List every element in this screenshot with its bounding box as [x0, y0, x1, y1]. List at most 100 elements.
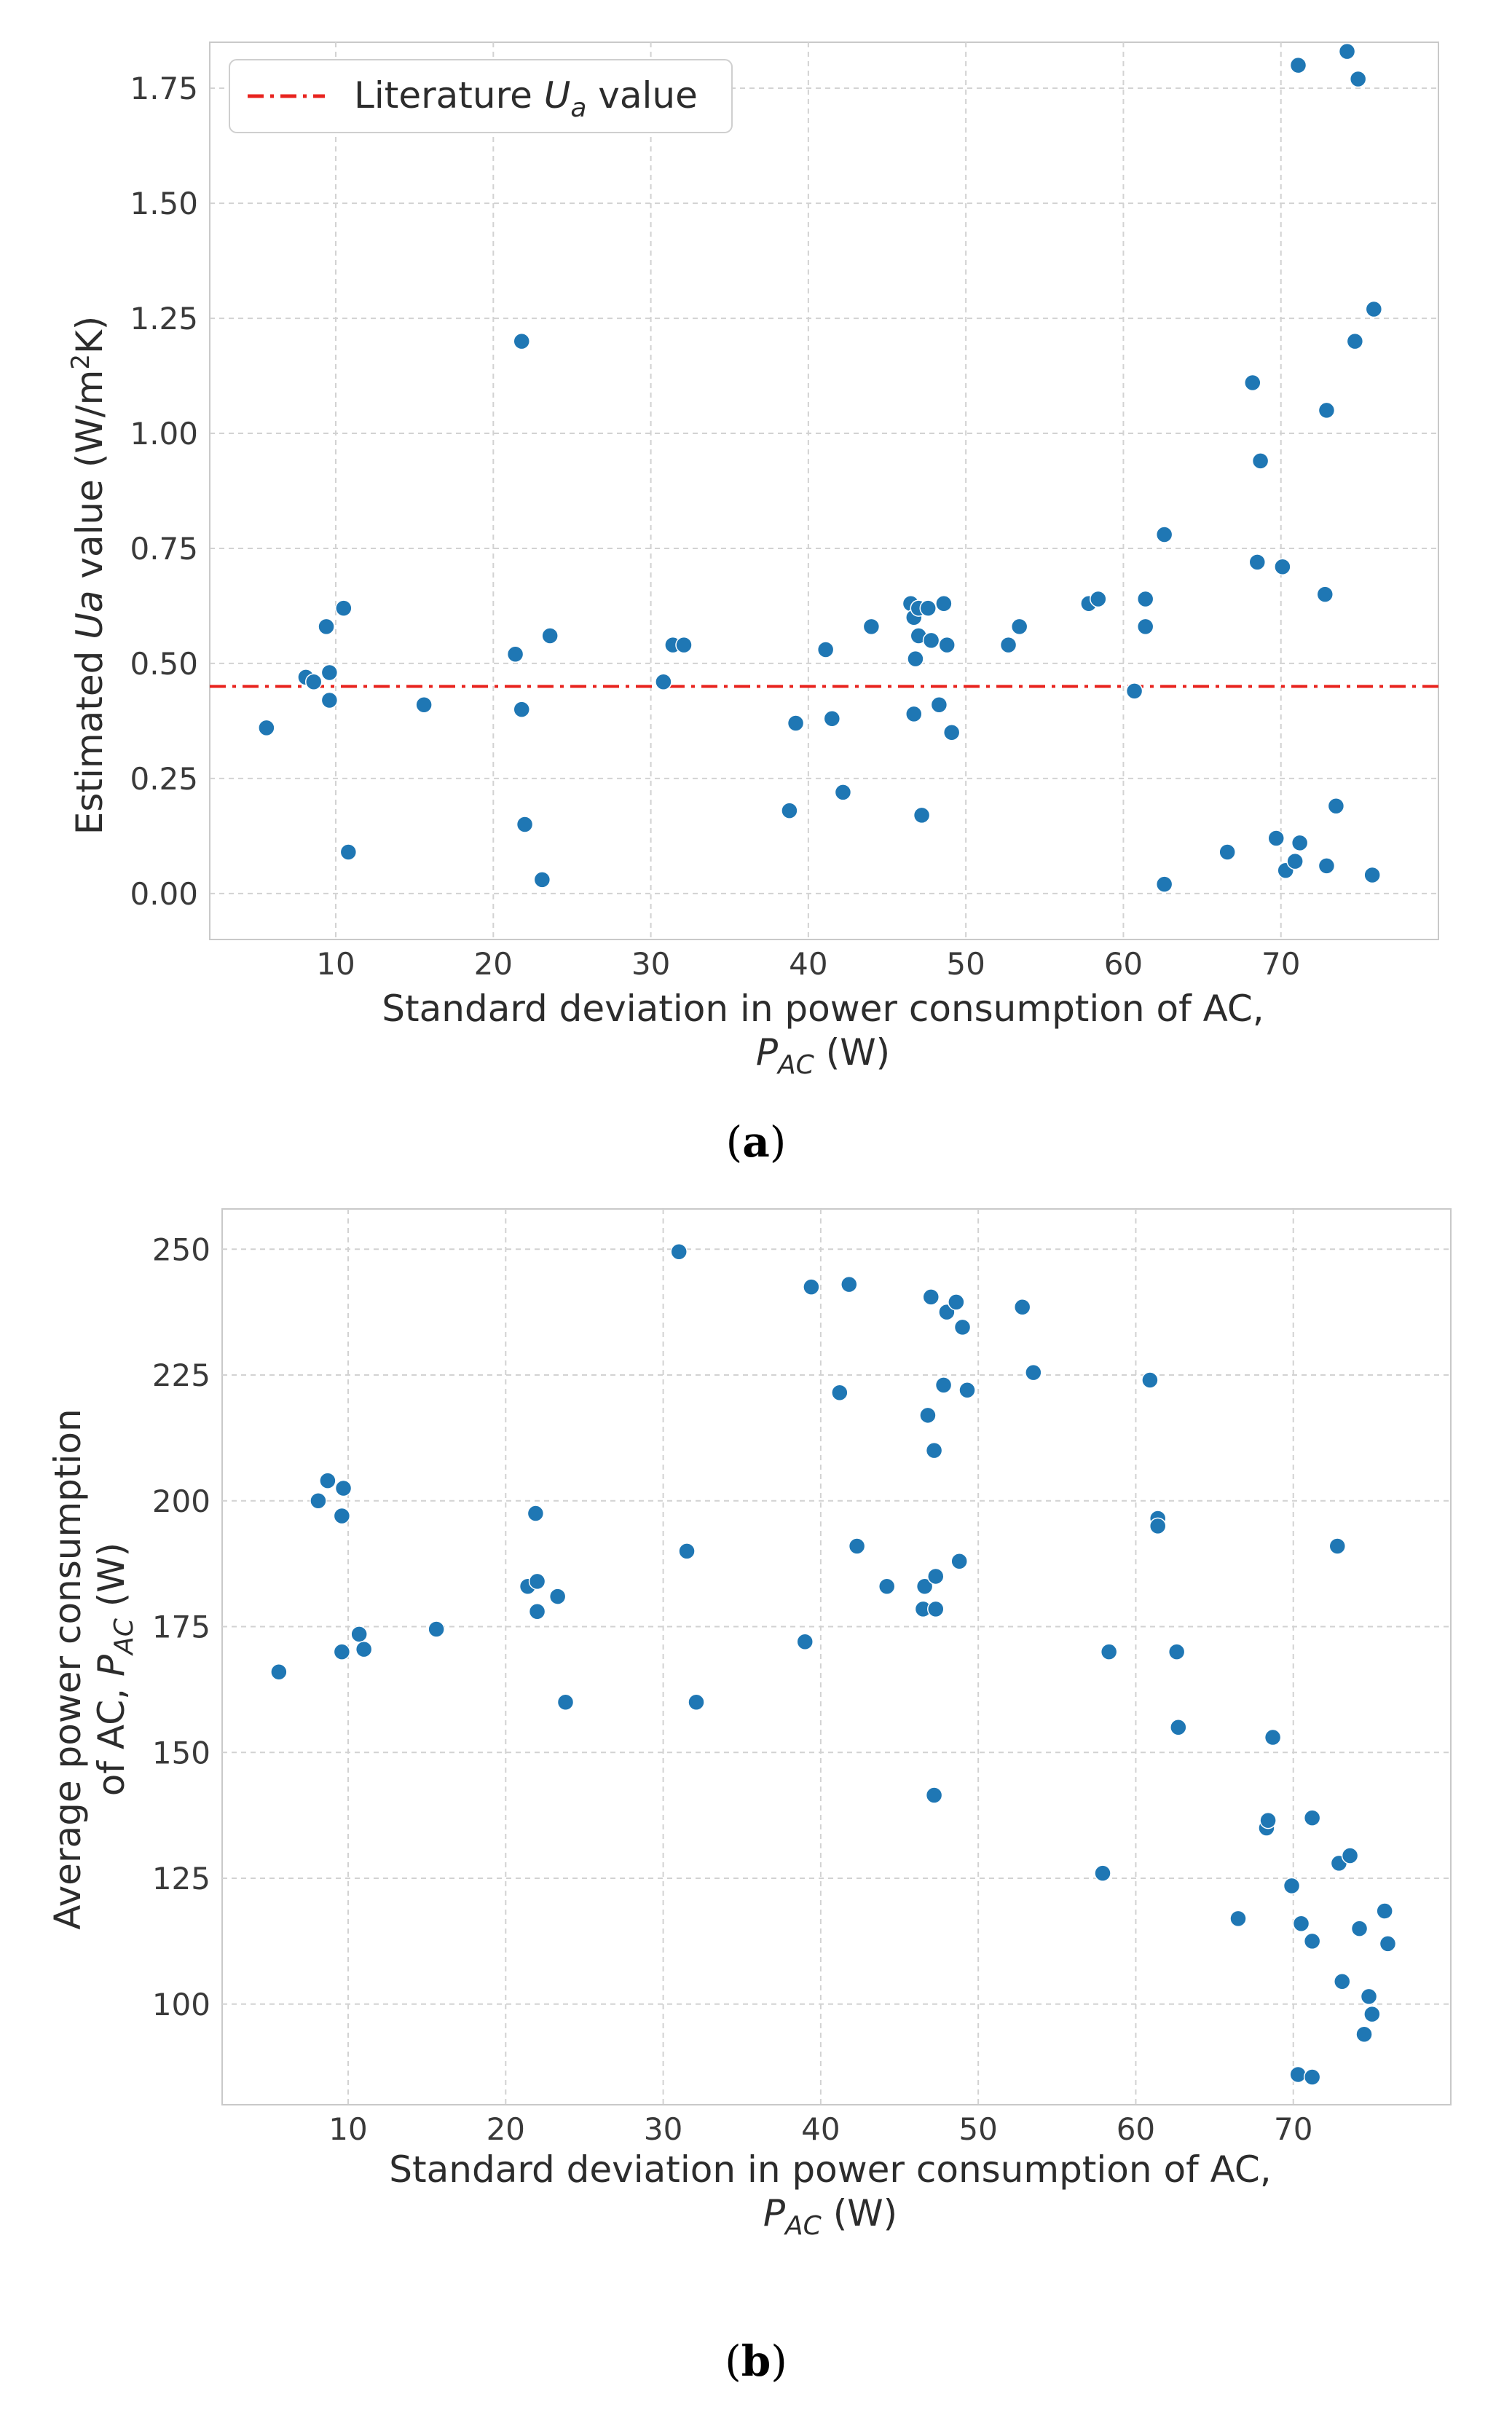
scatter-point: [919, 599, 937, 617]
x-axis-label-b: Standard deviation in power consumption …: [389, 2148, 1271, 2191]
y-tick-label: 0.00: [130, 876, 198, 912]
scatter-point: [1025, 1363, 1042, 1382]
scatter-point: [1094, 1864, 1111, 1882]
scatter-point: [556, 1693, 575, 1711]
scatter-point: [513, 701, 530, 718]
y-tick-label: 100: [152, 1987, 210, 2022]
scatter-point: [1149, 1517, 1167, 1535]
scatter-point: [318, 618, 335, 636]
scatter-point: [320, 691, 339, 709]
scatter-point: [948, 1293, 965, 1311]
x-tick-label: 30: [631, 946, 670, 982]
legend-label: Literature Ua value: [354, 74, 698, 123]
scatter-point: [1376, 1902, 1393, 1920]
scatter-point: [1289, 56, 1307, 74]
scatter-point: [1349, 70, 1367, 88]
scatter-point: [848, 1537, 866, 1555]
y-tick-label: 0.50: [130, 646, 198, 682]
scatter-point: [333, 1643, 351, 1660]
scatter-point: [1136, 590, 1154, 608]
panel-a: 10 20 30 40 50 60 70 0.00 0.25 0.50 0.75 1.00 1.25 1…: [66, 42, 1439, 1167]
plot-area-b: [221, 1208, 1452, 2105]
y-axis-label-b-line2: of AC, PAC (W): [90, 1543, 139, 1796]
scatter-point: [1355, 2025, 1373, 2044]
scatter-point: [1274, 558, 1291, 575]
scatter-point: [953, 1318, 972, 1336]
x-tick-label: 60: [1104, 946, 1143, 982]
scatter-point: [1251, 452, 1269, 470]
scatter-point: [1013, 1298, 1031, 1316]
y-label-sup-a: 2: [66, 354, 95, 370]
scatter-point: [1291, 834, 1309, 852]
y-tick-labels-b: 100 125 150 175 200 225 250: [152, 1232, 210, 2022]
scatter-point: [1327, 797, 1345, 815]
scatter-point: [1303, 2068, 1321, 2086]
scatter-point: [1334, 1972, 1351, 1990]
legend-label-subscript: a: [570, 93, 586, 123]
y-tick-label: 1.50: [130, 186, 198, 221]
scatter-point: [1346, 332, 1364, 350]
x-label-unit-a: (W): [826, 1031, 890, 1073]
scatter-point: [1292, 1915, 1310, 1932]
scatter-point: [840, 1275, 858, 1293]
scatter-point: [655, 673, 672, 690]
y-tick-label: 225: [152, 1358, 210, 1393]
legend-label-symbol: U: [544, 74, 571, 117]
y-tick-label: 0.75: [130, 531, 198, 567]
legend-box: [229, 59, 733, 133]
legend-a: Literature Ua value: [229, 59, 733, 133]
scatter-point: [927, 1567, 945, 1585]
scatter-point: [670, 1242, 688, 1261]
scatter-point: [1303, 1809, 1321, 1827]
y-tick-labels-a: 0.00 0.25 0.50 0.75 1.00 1.25 1.50 1.75: [130, 71, 198, 912]
y-axis-label-b: Average power consumption: [47, 1409, 89, 1929]
scatter-point: [548, 1588, 567, 1605]
y-tick-label: 250: [152, 1232, 210, 1267]
scatter-point: [1360, 1987, 1378, 2006]
scatter-point: [527, 1505, 545, 1522]
y-label-unit-b: (W): [90, 1543, 133, 1618]
scatter-point: [878, 1577, 896, 1596]
scatter-point: [907, 650, 924, 668]
x-tick-label: 50: [946, 946, 985, 982]
scatter-point: [999, 636, 1017, 654]
scatter-point: [339, 843, 358, 861]
scatter-point: [506, 645, 524, 663]
scatter-point: [258, 719, 275, 737]
scatter-point: [935, 595, 953, 612]
scatter-point: [415, 696, 433, 714]
scatter-point: [922, 1288, 940, 1306]
panel-label-b: (b): [725, 2336, 787, 2386]
scatter-point: [781, 802, 798, 819]
y-tick-label: 125: [152, 1861, 210, 1896]
scatter-point: [925, 1786, 943, 1804]
scatter-point: [950, 1552, 968, 1570]
scatter-point: [930, 696, 948, 714]
x-tick-label: 10: [328, 2111, 367, 2147]
y-label-subscript-b: AC: [109, 1618, 139, 1656]
y-label-prefix-b: of AC,: [90, 1677, 133, 1796]
scatter-point: [1267, 830, 1285, 847]
panel-b: 10 20 30 40 50 60 70 100 125 150 175 200 225 250 Sta…: [47, 1208, 1452, 2386]
scatter-point: [1170, 1718, 1187, 1736]
x-tick-label: 50: [958, 2111, 997, 2147]
scatter-point: [320, 663, 339, 682]
scatter-point: [1338, 42, 1356, 60]
scatter-point: [1244, 374, 1261, 392]
scatter-point: [688, 1693, 705, 1711]
x-tick-label: 20: [487, 2111, 525, 2147]
panel-label-a: (a): [726, 1117, 787, 1167]
scatter-point: [1125, 682, 1143, 700]
scatter-point: [304, 673, 323, 690]
scatter-point: [1090, 590, 1107, 608]
y-label-suffix-a: value (W/m: [68, 370, 111, 591]
scatter-point: [796, 1633, 814, 1651]
scatter-point: [787, 714, 805, 732]
scatter-point: [1363, 2005, 1381, 2023]
x-label-subscript-b: AC: [784, 2211, 822, 2241]
scatter-point: [942, 723, 961, 741]
x-label-symbol-a: P: [756, 1031, 779, 1073]
scatter-point: [1229, 1910, 1247, 1928]
scatter-point: [1318, 857, 1336, 875]
